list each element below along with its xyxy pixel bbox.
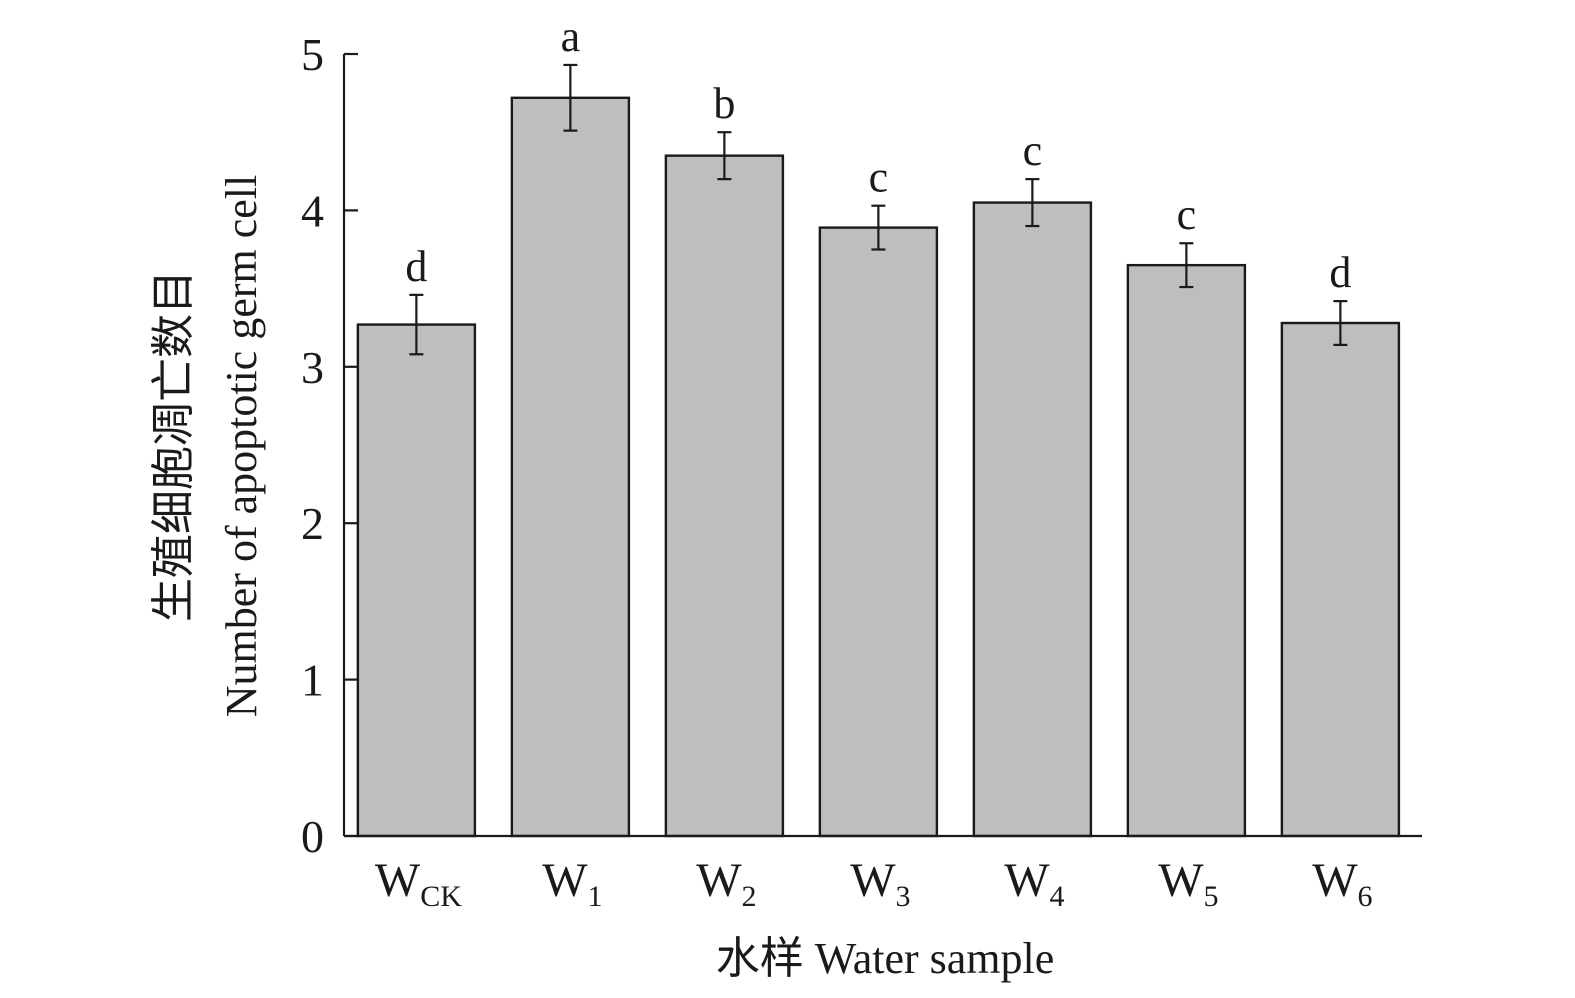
x-axis-title: 水样 Water sample [716,934,1055,983]
y-tick-label-1: 1 [301,655,324,706]
x-tick-label-main-4: W [1004,854,1050,907]
x-tick-label-sub-0: CK [420,880,462,913]
y-tick-label-4: 4 [301,185,324,236]
bar-2 [664,154,785,838]
x-tick-label-4: W4 [1004,854,1064,913]
plot-area: d a b c c c d [356,12,1401,838]
significance-label-2: b [713,79,735,128]
significance-label-1: a [561,12,581,61]
x-tick-label-6: W6 [1312,854,1372,913]
y-axis: 0 1 2 3 4 5 [301,29,358,862]
x-tick-label-sub-1: 1 [588,880,603,913]
x-axis: WCK W1 W2 W3 W4 W5 W6 [344,834,1422,913]
x-tick-label-main-5: W [1158,854,1204,907]
y-tick-label-2: 2 [301,498,324,549]
x-tick-label-main-2: W [696,854,742,907]
significance-label-5: c [1177,190,1197,239]
bar-0 [356,323,477,838]
y-tick-label-5: 5 [301,29,324,80]
x-tick-label-main-1: W [542,854,588,907]
x-tick-label-sub-3: 3 [896,880,911,913]
x-tick-label-main-0: W [375,854,421,907]
x-tick-label-sub-5: 5 [1204,880,1219,913]
bar-3 [818,226,939,838]
x-tick-label-2: W2 [696,854,756,913]
y-tick-label-3: 3 [301,342,324,393]
x-tick-label-main-6: W [1312,854,1358,907]
bar-1 [510,96,631,838]
y-tick-label-0: 0 [301,811,324,862]
y-axis-title-english: Number of apoptotic germ cell [217,175,266,717]
x-tick-label-sub-4: 4 [1050,880,1065,913]
bar-4 [972,201,1093,838]
x-tick-label-5: W5 [1158,854,1218,913]
x-tick-label-0: WCK [375,854,462,913]
significance-label-0: d [405,242,427,291]
y-axis-title-chinese: 生殖细胞凋亡数目 [149,270,198,622]
x-tick-label-main-3: W [850,854,896,907]
bar-5 [1126,263,1247,838]
significance-label-6: d [1329,248,1351,297]
x-tick-label-sub-6: 6 [1358,880,1373,913]
bar-6 [1280,321,1401,838]
significance-label-4: c [1023,126,1043,175]
x-tick-label-sub-2: 2 [742,880,757,913]
x-tick-label-1: W1 [542,854,602,913]
significance-label-3: c [869,153,889,202]
x-tick-label-3: W3 [850,854,910,913]
